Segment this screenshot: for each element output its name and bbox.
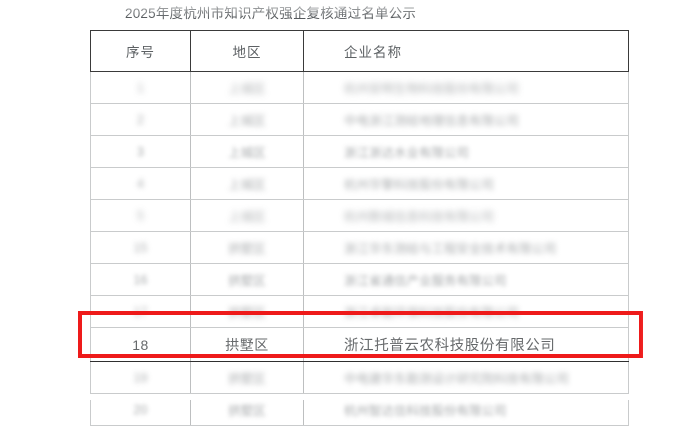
table-row: 2 上城区 中电浙江测绘地理信息有限公司	[90, 103, 629, 136]
cell-name-text: 中电浙江测绘地理信息有限公司	[344, 114, 520, 128]
cell-seq-text: 2	[137, 112, 144, 127]
cell-district: 拱墅区	[190, 295, 304, 328]
cell-district-text: 拱墅区	[228, 306, 266, 320]
cell-district: 拱墅区	[190, 263, 304, 296]
cell-district-text: 拱墅区	[228, 274, 266, 288]
cell-seq: 19	[90, 361, 191, 394]
table-row: 1 上城区 杭州安明生物科技股份有限公司	[90, 71, 629, 104]
cell-name: 浙江华东测绘与工程安全技术有限公司	[303, 231, 629, 264]
cell-district: 上城区	[190, 199, 304, 232]
cell-seq-text: 15	[133, 240, 148, 255]
cell-seq-text: 19	[133, 370, 148, 385]
table-row: 19 拱墅区 中电建华东勘测设计研究院科技有限公司	[90, 361, 629, 394]
cell-district: 上城区	[190, 135, 304, 168]
cell-seq-text: 5	[137, 208, 144, 223]
column-header-seq: 序号	[90, 30, 191, 72]
cell-seq: 1	[90, 71, 191, 104]
cell-seq: 2	[90, 103, 191, 136]
cell-seq-text: 20	[133, 402, 148, 417]
cell-district-text: 上城区	[228, 114, 266, 128]
column-header-district: 地区	[190, 30, 304, 72]
cell-seq: 17	[90, 295, 191, 328]
cell-name: 杭州安明生物科技股份有限公司	[303, 71, 629, 104]
table-row: 4 上城区 杭州华擎科技股份有限公司	[90, 167, 629, 200]
cell-district: 上城区	[190, 103, 304, 136]
cell-name: 杭州华擎科技股份有限公司	[303, 167, 629, 200]
table-row: 5 上城区 杭州数城信息科技有限公司	[90, 199, 629, 232]
cell-name-text: 浙江浙达水业有限公司	[344, 146, 470, 160]
cell-name-text: 浙江卓能环保科技股份有限公司	[344, 306, 520, 320]
cell-seq-text: 18	[132, 336, 149, 353]
cell-district: 拱墅区	[190, 361, 304, 394]
cell-district-text: 拱墅区	[228, 372, 266, 386]
table-body: 1 上城区 杭州安明生物科技股份有限公司 2 上城区 中电浙江测绘地理信息有限公司 3 上城区…	[90, 71, 629, 426]
cell-district-text: 拱墅区	[228, 404, 266, 418]
cell-seq: 5	[90, 199, 191, 232]
cell-seq: 3	[90, 135, 191, 168]
cell-name-text: 杭州智达信科技股份有限公司	[344, 404, 507, 418]
cell-district-text: 上城区	[228, 210, 266, 224]
page-bottom-crop	[0, 394, 700, 400]
cell-name-text: 杭州华擎科技股份有限公司	[344, 178, 495, 192]
table-row: 16 拱墅区 浙江省通信产业服务有限公司	[90, 263, 629, 296]
cell-district: 拱墅区	[190, 327, 304, 362]
table-row: 15 拱墅区 浙江华东测绘与工程安全技术有限公司	[90, 231, 629, 264]
table-row: 3 上城区 浙江浙达水业有限公司	[90, 135, 629, 168]
listing-table-wrapper: 序号 地区 企业名称 1 上城区 杭州安明生物科技股份有限公司 2 上城区 中电浙江测绘地…	[90, 30, 629, 426]
cell-district-text: 上城区	[228, 82, 266, 96]
cell-seq-text: 1	[137, 80, 144, 95]
cell-name-text: 杭州数城信息科技有限公司	[344, 210, 495, 224]
cell-district: 上城区	[190, 71, 304, 104]
cell-seq: 4	[90, 167, 191, 200]
cell-name: 中电建华东勘测设计研究院科技有限公司	[303, 361, 629, 394]
cell-name: 杭州数城信息科技有限公司	[303, 199, 629, 232]
cell-name: 浙江托普云农科技股份有限公司	[303, 327, 629, 362]
cell-district-text: 上城区	[228, 146, 266, 160]
cell-name: 浙江省通信产业服务有限公司	[303, 263, 629, 296]
table-row: 17 拱墅区 浙江卓能环保科技股份有限公司	[90, 295, 629, 328]
cell-district-text: 拱墅区	[225, 336, 269, 353]
cell-district-text: 上城区	[228, 178, 266, 192]
approved-enterprises-table: 序号 地区 企业名称 1 上城区 杭州安明生物科技股份有限公司 2 上城区 中电浙江测绘地…	[90, 30, 629, 426]
cell-name: 浙江浙达水业有限公司	[303, 135, 629, 168]
cell-seq-text: 16	[133, 272, 148, 287]
table-header-row: 序号 地区 企业名称	[90, 30, 629, 72]
column-header-enterprise-name: 企业名称	[303, 30, 629, 72]
cell-name-text: 浙江托普云农科技股份有限公司	[344, 338, 556, 354]
cell-name-text: 杭州安明生物科技股份有限公司	[344, 82, 520, 96]
page-title: 2025年度杭州市知识产权强企复核通过名单公示	[125, 6, 417, 21]
cell-name-text: 中电建华东勘测设计研究院科技有限公司	[344, 372, 570, 386]
cell-name: 浙江卓能环保科技股份有限公司	[303, 295, 629, 328]
cell-seq: 16	[90, 263, 191, 296]
cell-district: 拱墅区	[190, 231, 304, 264]
table-row-highlighted: 18 拱墅区 浙江托普云农科技股份有限公司	[90, 327, 629, 362]
cell-seq-text: 3	[137, 144, 144, 159]
cell-district-text: 拱墅区	[228, 242, 266, 256]
cell-name: 中电浙江测绘地理信息有限公司	[303, 103, 629, 136]
cell-seq: 15	[90, 231, 191, 264]
cell-name-text: 浙江华东测绘与工程安全技术有限公司	[344, 242, 557, 256]
cell-seq-text: 4	[137, 176, 144, 191]
cell-seq-text: 17	[133, 304, 148, 319]
cell-seq: 18	[90, 327, 191, 362]
cell-name-text: 浙江省通信产业服务有限公司	[344, 274, 507, 288]
table-header: 序号 地区 企业名称	[90, 30, 629, 72]
cell-district: 上城区	[190, 167, 304, 200]
